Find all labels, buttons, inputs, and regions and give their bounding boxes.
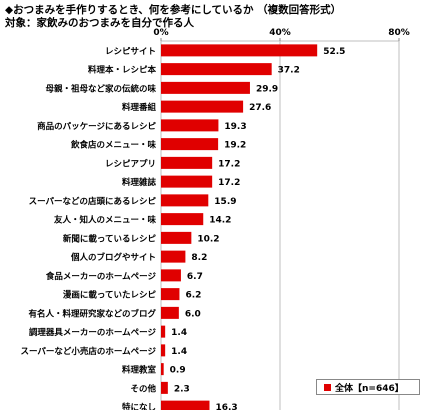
category-label: レシピサイト xyxy=(105,46,156,57)
data-label: 37.2 xyxy=(278,66,300,76)
category-label: 特になし xyxy=(122,402,156,410)
category-label: 新聞に載っているレシピ xyxy=(63,233,157,244)
data-label: 29.9 xyxy=(256,84,278,94)
data-label: 6.7 xyxy=(187,272,203,282)
data-label: 2.3 xyxy=(174,384,190,394)
data-label: 19.3 xyxy=(224,122,246,132)
category-label: その他 xyxy=(130,383,156,394)
category-label: 料理番組 xyxy=(122,102,157,113)
bar xyxy=(161,156,213,169)
bar xyxy=(161,63,272,76)
data-label: 19.2 xyxy=(224,141,246,151)
bar xyxy=(161,250,186,263)
bar xyxy=(161,288,180,301)
category-label: 商品のパッケージにあるレシピ xyxy=(37,121,156,132)
bar xyxy=(161,194,209,207)
bar xyxy=(161,269,181,282)
bar xyxy=(161,231,192,244)
category-label: 母親・祖母など家の伝統の味 xyxy=(45,83,156,94)
bar xyxy=(161,400,210,410)
x-tick-label: 80% xyxy=(388,28,410,38)
bar xyxy=(161,100,244,113)
data-label: 27.6 xyxy=(249,103,271,113)
category-label: 料理教室 xyxy=(122,365,157,376)
bar xyxy=(161,344,166,357)
legend: 全体【n=646】 xyxy=(316,379,420,395)
chart-subtitle: 対象：家飲みのおつまみを自分で作る人 xyxy=(5,17,194,29)
data-label: 0.9 xyxy=(170,366,186,376)
data-label: 1.4 xyxy=(171,328,187,338)
bar xyxy=(161,44,318,57)
data-label: 15.9 xyxy=(214,197,236,207)
bar xyxy=(161,138,219,151)
data-label: 17.2 xyxy=(218,159,240,169)
category-label: 食品メーカーのホームページ xyxy=(46,271,157,282)
category-label: 飲食店のメニュー・味 xyxy=(70,140,157,151)
category-label: 個人のブログやサイト xyxy=(70,252,156,263)
bar xyxy=(161,325,166,338)
category-label: 料理本・レシピ本 xyxy=(88,65,157,76)
category-label: 友人・知人のメニュー・味 xyxy=(53,215,157,226)
category-label: 有名人・料理研究家などのブログ xyxy=(28,308,156,319)
chart-title: ◆おつまみを手作りするとき、何を参考にしているか （複数回答形式） xyxy=(5,4,342,16)
category-label: スーパーなど小売店のホームページ xyxy=(21,346,157,357)
bar xyxy=(161,306,179,319)
data-label: 6.0 xyxy=(185,309,201,319)
data-label: 17.2 xyxy=(218,178,240,188)
bar xyxy=(161,213,204,226)
category-label: 漫画に載っていたレシピ xyxy=(63,290,157,301)
category-label: 調理器具メーカーのホームページ xyxy=(29,327,157,338)
category-label: 料理雑誌 xyxy=(122,177,157,188)
bar xyxy=(161,363,164,376)
x-tick-label: 0% xyxy=(153,28,168,38)
data-label: 14.2 xyxy=(209,216,231,226)
bar xyxy=(161,119,219,132)
data-label: 1.4 xyxy=(171,347,187,357)
data-label: 52.5 xyxy=(323,47,345,57)
category-label: スーパーなどの店頭にあるレシピ xyxy=(29,196,157,207)
data-label: 8.2 xyxy=(191,253,207,263)
x-tick-label: 40% xyxy=(269,28,291,38)
legend-label: 全体【n=646】 xyxy=(335,384,404,394)
bar xyxy=(161,81,250,94)
legend-swatch xyxy=(324,384,331,391)
bar xyxy=(161,175,213,188)
category-label: レシピアプリ xyxy=(105,158,156,169)
data-label: 16.3 xyxy=(215,403,237,410)
bar xyxy=(161,381,168,394)
data-label: 10.2 xyxy=(197,234,219,244)
data-label: 6.2 xyxy=(185,291,201,301)
